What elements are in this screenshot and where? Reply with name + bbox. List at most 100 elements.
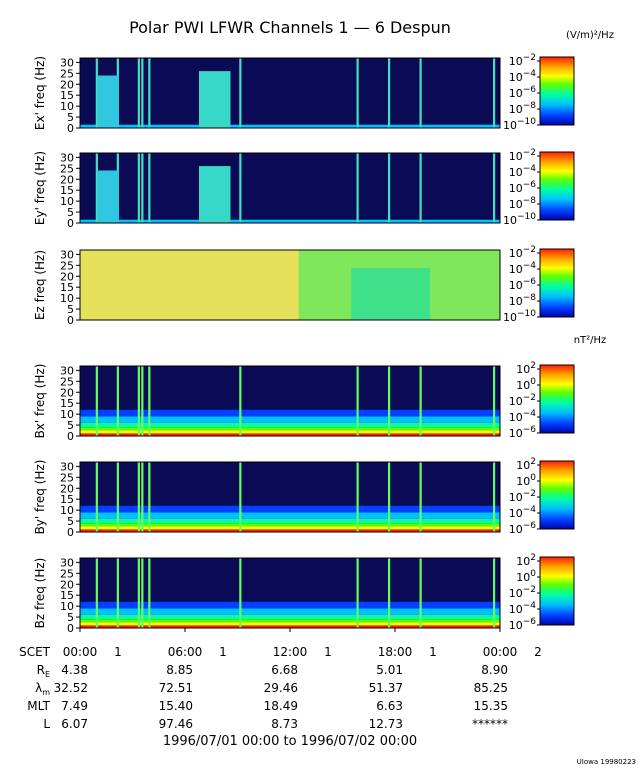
y-tick-label: 0 (67, 122, 74, 135)
colorbar-tick-label: 10−10 (503, 212, 536, 227)
colorbar-tick-label: 10−4 (509, 505, 537, 520)
ephemeris-value: 6.07 (61, 717, 88, 731)
ephemeris-value: 97.46 (159, 717, 193, 731)
colorbar-tick-label: 10−2 (509, 489, 536, 504)
panel-frame (79, 365, 501, 437)
ephemeris-value: 18.49 (264, 699, 298, 713)
colorbar-tick-label: 10−2 (509, 393, 536, 408)
y-axis-label: Ez freq (Hz) (33, 250, 47, 320)
spectrogram-band (80, 608, 500, 615)
ephemeris-value: 29.46 (264, 681, 298, 695)
time-range-footer: 1996/07/01 00:00 to 1996/07/02 00:00 (163, 734, 417, 749)
colorbar-tick-label: 10−2 (509, 53, 536, 68)
spectrogram-streak (356, 153, 359, 223)
colorbar-tick-label: 10−4 (509, 164, 537, 179)
y-axis-label: Bx' freq (Hz) (33, 364, 47, 439)
spectrogram-streak (95, 153, 98, 223)
spectrogram-streak (148, 558, 151, 628)
y-tick-label: 5 (67, 515, 74, 528)
ephemeris-row-label: RE (37, 663, 50, 679)
ephemeris-row-label: λm (35, 681, 50, 697)
spectrogram-streak (116, 462, 119, 532)
spectrogram-streak (419, 558, 422, 628)
spectrogram-streak (95, 462, 98, 532)
spectrogram-streak (148, 462, 151, 532)
colorbar-tick-label: 102 (516, 361, 536, 376)
ephemeris-value: 7.49 (61, 699, 88, 713)
x-tick-label: 00:00 (483, 645, 518, 659)
colorbar (539, 56, 575, 126)
spectrogram-band (80, 433, 500, 436)
ephemeris-value: ****** (472, 717, 508, 731)
colorbar-tick-label: 10−6 (509, 617, 537, 632)
spectrogram-streak (141, 58, 144, 128)
colorbar-tick-label: 10−4 (509, 261, 537, 276)
colorbar-tick-label: 10−2 (509, 148, 536, 163)
y-tick-label: 25 (60, 375, 74, 388)
y-tick-label: 0 (67, 526, 74, 539)
spectrogram-streak (137, 462, 140, 532)
colorbar-tick-label: 100 (516, 377, 536, 392)
colorbar-tick-label: 10−6 (509, 180, 537, 195)
y-tick-label: 20 (60, 270, 74, 283)
y-tick-label: 25 (60, 67, 74, 80)
spectrogram-streak (388, 153, 391, 223)
spectrogram-streak (141, 366, 144, 436)
colorbar-tick-label: 10−8 (509, 101, 537, 116)
spectrogram-streak (239, 58, 242, 128)
ephemeris-value: 51.37 (369, 681, 403, 695)
ephemeris-value: 15.35 (474, 699, 508, 713)
spectrogram-streak (148, 153, 151, 223)
spectrogram-band (80, 422, 500, 428)
y-tick-label: 5 (67, 303, 74, 316)
y-tick-label: 20 (60, 482, 74, 495)
credit-label: UIowa 19980223 (577, 758, 636, 766)
x-tick-day: 1 (219, 645, 227, 659)
y-tick-label: 30 (60, 248, 74, 261)
colorbar-tick-label: 102 (516, 553, 536, 568)
y-axis-label: Bz freq (Hz) (33, 558, 47, 629)
spectrogram-streak (239, 558, 242, 628)
ephemeris-row-label: MLT (27, 699, 50, 713)
spectrogram-band (80, 622, 500, 626)
spectrogram-band (80, 526, 500, 530)
units-label-electric: (V/m)²/Hz (566, 30, 614, 41)
spectrogram-streak (137, 58, 140, 128)
ephemeris-value: 85.25 (474, 681, 508, 695)
spectrogram-streak (95, 366, 98, 436)
spectrogram-streak (493, 462, 496, 532)
y-tick-label: 25 (60, 567, 74, 580)
spectrogram-streak (239, 153, 242, 223)
spectrogram-streak (388, 58, 391, 128)
spectrogram-streak (141, 462, 144, 532)
spectrogram-band (80, 512, 500, 519)
spectrogram-band (80, 601, 500, 609)
spectrogram-band (80, 619, 500, 623)
ephemeris-value: 72.51 (159, 681, 193, 695)
spectrogram-streak (388, 558, 391, 628)
colorbar-tick-label: 10−8 (509, 196, 537, 211)
y-tick-label: 20 (60, 578, 74, 591)
y-tick-label: 0 (67, 430, 74, 443)
ephemeris-value: 4.38 (61, 663, 88, 677)
spectrogram-band (80, 614, 500, 620)
y-tick-label: 10 (60, 100, 74, 113)
y-axis-label: By' freq (Hz) (33, 460, 47, 535)
colorbar-tick-label: 10−2 (509, 245, 536, 260)
x-tick-day: 1 (114, 645, 122, 659)
spectrogram-region (97, 170, 119, 223)
colorbar-tick-label: 10−4 (509, 601, 537, 616)
spectrogram-streak (137, 366, 140, 436)
colorbar (539, 248, 575, 318)
spectrogram-streak (356, 462, 359, 532)
spectrogram-streak (116, 558, 119, 628)
spectrogram-streak (356, 366, 359, 436)
spectrogram-streak (137, 153, 140, 223)
units-label-magnetic: nT²/Hz (574, 335, 607, 346)
ephemeris-row-label: SCET (19, 645, 51, 659)
spectrogram-band (80, 523, 500, 527)
